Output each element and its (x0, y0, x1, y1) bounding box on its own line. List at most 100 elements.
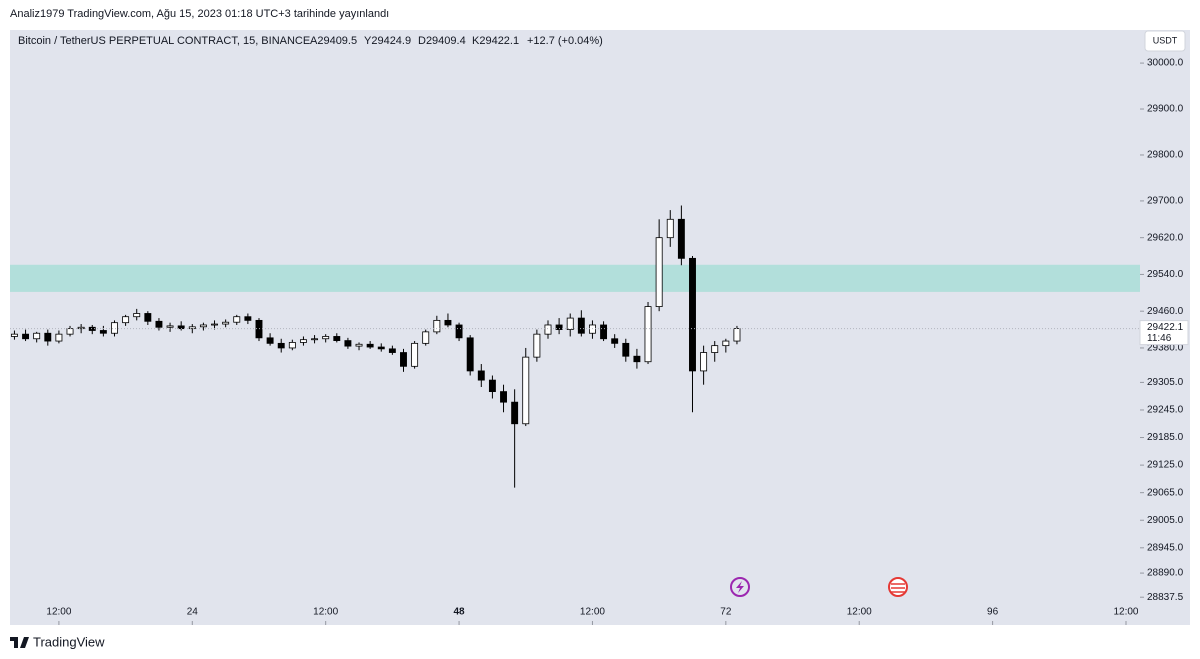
candle-body (511, 401, 519, 425)
candle-body (633, 355, 641, 363)
y-tick-label: 29460.0 (1147, 306, 1184, 317)
x-tick-label: 12:00 (847, 607, 872, 618)
candle-body (733, 328, 741, 342)
plot-background (10, 30, 1140, 625)
candle-body (488, 379, 496, 392)
candle-body (88, 326, 96, 331)
candle-body (655, 237, 663, 307)
event-icon-bolt (736, 581, 744, 593)
y-tick-label: 29380.0 (1147, 343, 1184, 354)
candle-body (588, 324, 596, 334)
candle-body (299, 339, 307, 343)
axes: 30000.0 29900.0 29800.0 29700.0 29620.0 29540… (46, 58, 1184, 625)
x-tick-label: 12:00 (580, 607, 605, 618)
candle-body (555, 324, 563, 330)
candle-body (422, 331, 430, 344)
candle-body (144, 313, 152, 322)
ohlc-open: A29409.5 (310, 35, 357, 47)
y-tick-label: 29540.0 (1147, 269, 1184, 280)
candle-body (377, 346, 385, 350)
event-icon[interactable] (888, 577, 908, 597)
y-tick-label: 29005.0 (1147, 515, 1184, 526)
candle-body (400, 352, 407, 367)
candle-body (288, 342, 296, 349)
candle-body (677, 218, 685, 259)
ohlc-low: D29409.4 (418, 35, 466, 47)
candle-body (188, 326, 196, 330)
y-tick-label: 28837.5 (1147, 592, 1184, 603)
candle-body (689, 257, 696, 372)
candles (10, 205, 741, 488)
y-tick-label: 29800.0 (1147, 150, 1184, 161)
candle-body (388, 348, 396, 353)
candle-body (199, 324, 207, 328)
candle-body (455, 324, 463, 339)
event-icon-flag (891, 583, 905, 593)
candle-body (244, 316, 252, 321)
candle-body (22, 333, 30, 340)
y-tick-label: 29065.0 (1147, 487, 1184, 498)
candle-body (211, 323, 218, 326)
y-tick-label: 29245.0 (1147, 405, 1184, 416)
x-tick-label: 12:00 (1113, 607, 1138, 618)
x-tick-label: 48 (454, 607, 466, 618)
candle-body (333, 336, 341, 341)
y-tick-label: 28890.0 (1147, 568, 1184, 579)
change: +12.7 (+0.04%) (527, 35, 603, 47)
candle-body (322, 336, 330, 340)
brand-logo (10, 637, 29, 648)
candle-body (566, 317, 574, 330)
candle-body (10, 333, 18, 337)
event-icon[interactable] (730, 577, 750, 597)
x-tick-label: 96 (987, 607, 999, 618)
candle-body (500, 391, 507, 403)
y-tick-label: 29700.0 (1147, 196, 1184, 207)
x-tick-label: 24 (187, 607, 199, 618)
candle-body (722, 340, 730, 347)
candle-body (544, 324, 552, 335)
candle-body (277, 342, 285, 349)
candle-body (533, 333, 541, 358)
candle-body (44, 332, 52, 342)
event-icons (730, 577, 908, 597)
last-price-box (1139, 320, 1189, 346)
symbol: Bitcoin / TetherUS PERPETUAL CONTRACT, 1… (18, 35, 310, 47)
ohlc-high: Y29424.9 (364, 35, 411, 47)
currency[interactable]: USDT (1153, 35, 1178, 45)
y-tick-label: 29305.0 (1147, 377, 1184, 388)
candle-body (155, 320, 163, 328)
candle-body (33, 332, 41, 340)
candle-body (466, 337, 474, 372)
x-tick-label: 12:00 (313, 607, 338, 618)
y-tick-label: 30000.0 (1147, 58, 1184, 69)
brand: TradingView (33, 634, 105, 649)
candle-body (411, 342, 419, 367)
candle-body (477, 370, 485, 381)
candle-body (355, 343, 363, 347)
candle-body (311, 338, 319, 341)
candle-body (99, 330, 107, 334)
candle-body (644, 306, 652, 363)
ohlc-close: K29422.1 (472, 35, 519, 47)
candle-body (700, 352, 708, 372)
candle-body (577, 317, 585, 334)
candle-body (133, 313, 141, 318)
candle-body (233, 316, 241, 323)
candle-body (444, 319, 452, 326)
candle-body (55, 333, 63, 342)
currency-button[interactable] (1144, 30, 1186, 52)
candle-body (344, 340, 352, 347)
y-tick-label: 29125.0 (1147, 460, 1184, 471)
candle-body (222, 321, 230, 325)
candle-body (111, 322, 118, 334)
candle-body (711, 345, 719, 353)
x-tick-label: 72 (720, 607, 732, 618)
logo-mark (10, 637, 29, 648)
y-tick-label: 29185.0 (1147, 432, 1184, 443)
candle-body (600, 324, 608, 340)
candle-body (255, 319, 263, 339)
y-tick-label: 29620.0 (1147, 232, 1184, 243)
candle-body (66, 328, 74, 335)
y-tick-label: 28945.0 (1147, 542, 1184, 553)
